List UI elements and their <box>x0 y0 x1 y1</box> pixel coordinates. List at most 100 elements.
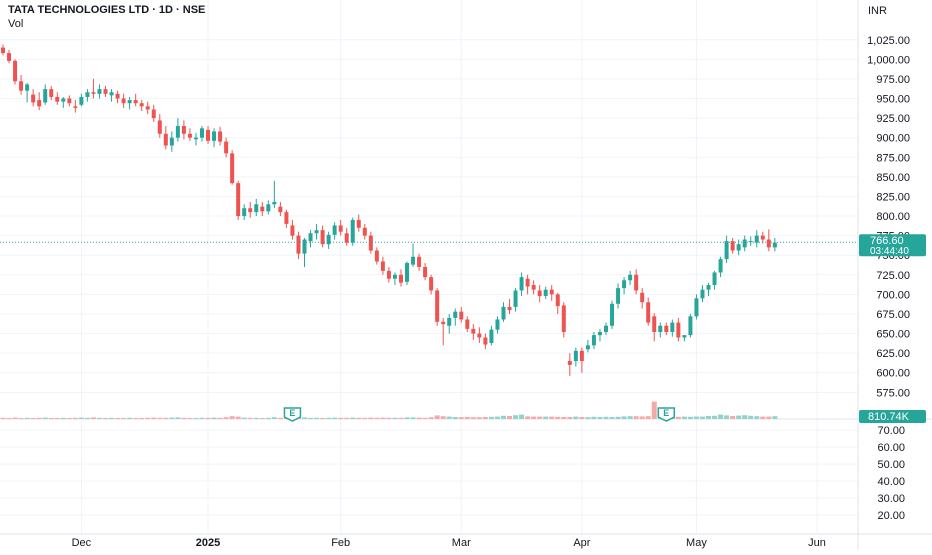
candle-body <box>242 208 247 217</box>
volume-bar <box>687 416 693 419</box>
candle-body <box>435 290 440 322</box>
candle-body <box>465 319 470 329</box>
volume-bar <box>133 418 139 419</box>
volume-bar <box>78 417 84 419</box>
time-tick-label: Jun <box>808 537 826 549</box>
candle-body <box>555 294 560 307</box>
candle-body <box>37 100 42 107</box>
candle-body <box>658 325 663 332</box>
volume-bar <box>615 416 621 419</box>
earnings-badge <box>283 407 302 422</box>
candle-body <box>169 137 174 146</box>
volume-bar <box>500 415 506 419</box>
volume-bar <box>488 416 494 419</box>
volume-bar <box>18 418 24 419</box>
candle-body <box>447 317 452 326</box>
candle-body <box>742 239 747 248</box>
candle-body <box>139 103 144 107</box>
volume-bar <box>591 416 597 419</box>
volume-bar <box>724 415 730 419</box>
candle-body <box>573 350 578 361</box>
price-tick-label: 625.00 <box>876 348 910 360</box>
candle-body <box>670 322 675 332</box>
volume-tick-label: 50.00 <box>877 459 905 471</box>
volume-bar <box>217 417 223 419</box>
volume-bar <box>344 417 350 419</box>
volume-bar <box>742 415 748 419</box>
candle-body <box>392 274 397 279</box>
candle-body <box>501 306 506 320</box>
volume-indicator-label[interactable]: Vol <box>8 18 24 30</box>
candle-body <box>712 272 717 285</box>
candle-body <box>109 92 114 96</box>
volume-bar <box>730 416 736 419</box>
volume-bar <box>169 417 175 419</box>
candle-body <box>19 81 24 91</box>
candle-body <box>320 230 325 245</box>
candle-body <box>495 319 500 330</box>
candle-body <box>772 242 777 248</box>
earnings-badge <box>657 407 676 422</box>
volume-bar <box>693 416 699 419</box>
volume-bar <box>452 417 458 419</box>
volume-bar <box>585 417 591 419</box>
volume-bar <box>36 417 42 419</box>
volume-bar <box>103 418 109 419</box>
volume-bar <box>380 417 386 419</box>
candle-body <box>380 261 385 271</box>
price-tick-label: 575.00 <box>876 387 910 399</box>
volume-bar <box>627 416 633 419</box>
volume-bar <box>271 417 277 419</box>
candle-body <box>374 250 379 262</box>
candle-body <box>561 305 566 332</box>
grid <box>0 0 932 534</box>
volume-bar <box>482 417 488 419</box>
volume-bar <box>302 417 307 419</box>
currency-label[interactable]: INR <box>868 5 887 17</box>
volume-bar <box>127 417 133 419</box>
candle-body <box>597 332 602 336</box>
symbol-title[interactable]: TATA TECHNOLOGIES LTD · 1D · NSE <box>8 4 206 16</box>
price-tick-label: 1,000.00 <box>867 54 910 66</box>
volume-bar <box>0 417 6 419</box>
volume-bar <box>66 418 72 419</box>
volume-bar <box>476 417 482 419</box>
volume-bar <box>392 417 398 419</box>
volume-bar <box>675 416 681 419</box>
volume-bar <box>404 417 410 419</box>
volume-bar <box>772 416 778 419</box>
candle-body <box>85 92 90 97</box>
volume-bar <box>139 418 145 419</box>
volume-bar <box>72 417 78 419</box>
volume-bar <box>223 417 229 419</box>
volume-bar <box>531 416 537 419</box>
candle-body <box>748 241 753 243</box>
volume-bar <box>440 416 446 419</box>
volume-bar <box>718 414 724 419</box>
candle-body <box>519 277 524 291</box>
candle-body <box>133 100 138 104</box>
candle-body <box>284 212 289 224</box>
volume-bar <box>115 418 121 419</box>
price-tick-label: 650.00 <box>876 329 910 341</box>
volume-bar <box>308 417 314 419</box>
last-price-value: 766.60 <box>870 235 904 247</box>
price-tick-label: 725.00 <box>876 270 910 282</box>
candle-body <box>736 244 741 251</box>
volume-bar <box>338 417 344 419</box>
candle-body <box>1 47 5 54</box>
candle-body <box>646 302 651 323</box>
volume-bar <box>555 416 561 419</box>
volume-bar <box>416 417 422 419</box>
candle-body <box>43 89 48 103</box>
last-price-badge-bg <box>859 234 926 257</box>
volume-bar <box>543 416 549 419</box>
earnings-label: E <box>663 408 669 418</box>
volume-bar <box>422 417 428 419</box>
candle-body <box>543 289 548 296</box>
candle-body <box>766 239 771 248</box>
volume-tick-label: 20.00 <box>877 510 905 522</box>
